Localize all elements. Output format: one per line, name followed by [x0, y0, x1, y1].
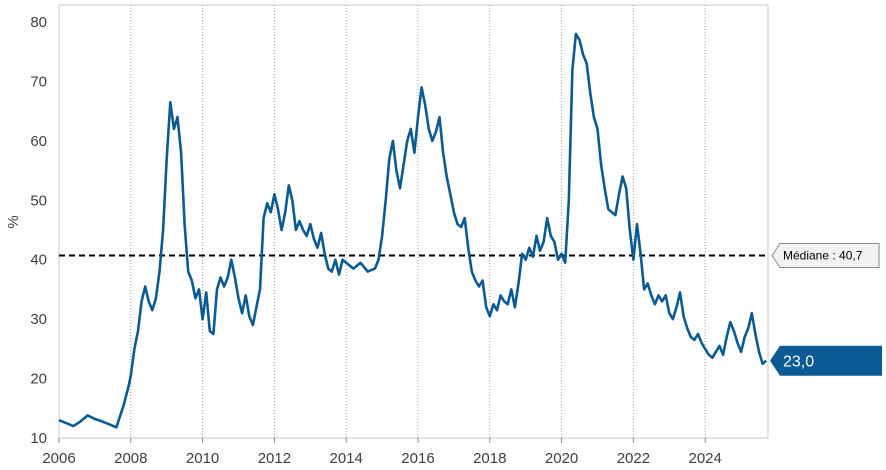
- y-tick-label: 60: [30, 133, 47, 150]
- y-tick-label: 30: [30, 311, 47, 328]
- median-callout-box: [771, 243, 880, 269]
- last-value-label: 23,0: [783, 354, 814, 371]
- x-tick-labels: 2006 2008 2010 2012 2014 2016 2018 2020 2022 2024: [42, 450, 722, 467]
- y-axis-label: %: [5, 215, 22, 228]
- y-tick-label: 70: [30, 73, 47, 90]
- y-tick-labels: 10 20 30 40 50 60 70 80: [30, 14, 47, 447]
- plot-area: [58, 4, 769, 439]
- series-line: [58, 32, 768, 429]
- x-tick-label: 2024: [688, 450, 721, 467]
- x-tick-label: 2014: [330, 450, 363, 467]
- x-tick-label: 2012: [258, 450, 291, 467]
- x-tick-label: 2006: [42, 450, 75, 467]
- x-tick-label: 2020: [545, 450, 578, 467]
- x-tick-label: 2008: [114, 450, 147, 467]
- y-tick-label: 20: [30, 371, 47, 388]
- y-tick-label: 80: [30, 14, 47, 31]
- y-tick-label: 40: [30, 252, 47, 269]
- last-value-callout: 23,0: [770, 345, 882, 376]
- y-tick-label: 50: [30, 192, 47, 209]
- y-tick-label: 10: [30, 430, 47, 447]
- median-callout-label: Médiane : 40,7: [783, 249, 863, 263]
- x-gridlines: [58, 5, 706, 443]
- x-tick-label: 2010: [186, 450, 219, 467]
- x-tick-label: 2018: [473, 450, 506, 467]
- median-callout: Médiane : 40,7: [771, 243, 880, 269]
- last-value-box: [770, 345, 882, 376]
- x-tick-label: 2022: [617, 450, 650, 467]
- x-tick-label: 2016: [401, 450, 434, 467]
